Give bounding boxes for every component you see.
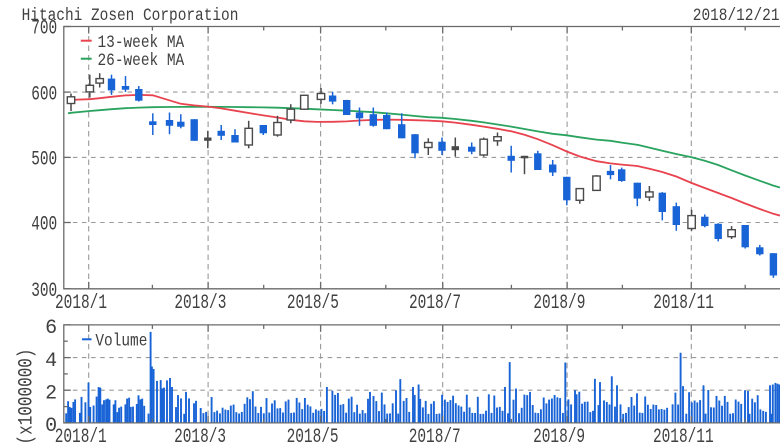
svg-text:26-week MA: 26-week MA [98,51,185,71]
svg-text:6: 6 [45,317,57,340]
svg-text:2018/9: 2018/9 [533,292,585,315]
svg-text:2018/7: 2018/7 [409,292,461,315]
svg-text:4: 4 [45,350,57,373]
svg-text:2018/1: 2018/1 [55,292,107,315]
svg-text:2018/1: 2018/1 [55,426,107,447]
svg-text:2018/11: 2018/11 [653,426,714,447]
svg-text:2018/9: 2018/9 [533,426,585,447]
svg-text:2018/5: 2018/5 [287,426,339,447]
svg-text:2018/3: 2018/3 [174,426,226,447]
svg-text:13-week MA: 13-week MA [98,33,185,53]
svg-text:2018/3: 2018/3 [174,292,226,315]
svg-text:500: 500 [31,149,57,172]
svg-text:Hitachi Zosen Corporation: Hitachi Zosen Corporation [22,6,239,26]
svg-text:0: 0 [45,415,57,438]
svg-text:(x1000000): (x1000000) [16,349,39,445]
svg-text:2018/7: 2018/7 [409,426,461,447]
svg-text:2018/12/21: 2018/12/21 [693,6,780,26]
svg-text:300: 300 [31,280,57,303]
svg-text:400: 400 [31,214,57,237]
svg-text:700: 700 [31,18,57,41]
svg-text:Volume: Volume [95,332,147,352]
svg-text:2018/11: 2018/11 [653,292,714,315]
svg-text:600: 600 [31,83,57,106]
svg-text:2018/5: 2018/5 [287,292,339,315]
svg-text:2: 2 [45,382,57,405]
